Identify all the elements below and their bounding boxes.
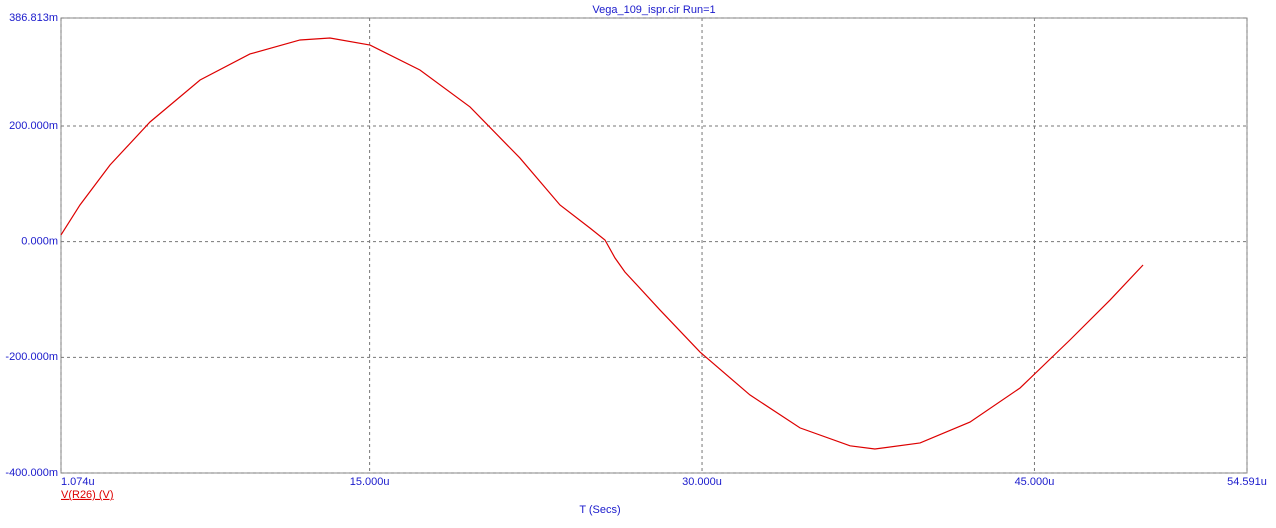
- chart-title: Vega_109_ispr.cir Run=1: [592, 4, 715, 16]
- x-tick-label: 15.000u: [350, 476, 390, 488]
- x-tick-label: 30.000u: [682, 476, 722, 488]
- x-tick-label: 45.000u: [1015, 476, 1055, 488]
- x-axis-label: T (Secs): [579, 504, 620, 516]
- series-line: [60, 37, 1144, 450]
- x-tick-label: 1.074u: [61, 476, 95, 488]
- y-tick-label: 386.813m: [9, 12, 58, 24]
- y-tick-label: 0.000m: [21, 236, 58, 248]
- legend-label: V(R26) (V): [61, 489, 114, 501]
- y-tick-label: -200.000m: [5, 351, 58, 363]
- plot-frame: [60, 17, 1248, 474]
- y-tick-label: 200.000m: [9, 120, 58, 132]
- x-tick-label: 54.591u: [1227, 476, 1267, 488]
- y-tick-label: -400.000m: [5, 467, 58, 479]
